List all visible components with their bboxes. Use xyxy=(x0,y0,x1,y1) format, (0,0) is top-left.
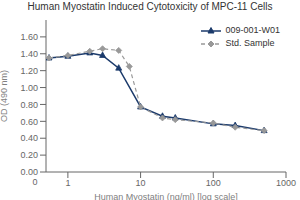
svg-text:Human Myostatin (ng/ml) [log s: Human Myostatin (ng/ml) [log scale] xyxy=(94,192,238,200)
svg-text:1: 1 xyxy=(65,178,70,188)
html-text:Human Myostatin Induced Cytoto: Human Myostatin Induced Cytotoxicity of … xyxy=(27,1,273,12)
svg-text:0.20: 0.20 xyxy=(20,150,38,160)
html-text:Std. Sample: Std. Sample xyxy=(225,38,275,48)
html-text:009-001-W01: 009-001-W01 xyxy=(225,25,280,35)
svg-text:1.00: 1.00 xyxy=(20,83,38,93)
svg-text:1.60: 1.60 xyxy=(20,32,38,42)
svg-text:10: 10 xyxy=(136,178,146,188)
svg-text:0.40: 0.40 xyxy=(20,133,38,143)
svg-text:1000: 1000 xyxy=(276,178,292,188)
html-text:0: 0 xyxy=(32,177,38,187)
svg-text:OD (490 nm): OD (490 nm) xyxy=(8,70,9,122)
svg-text:1.40: 1.40 xyxy=(20,49,38,59)
svg-text:100: 100 xyxy=(206,178,221,188)
svg-text:0.00: 0.00 xyxy=(20,167,38,177)
svg-text:0.60: 0.60 xyxy=(20,117,38,127)
svg-text:1.20: 1.20 xyxy=(20,66,38,76)
svg-text:0.80: 0.80 xyxy=(20,100,38,110)
